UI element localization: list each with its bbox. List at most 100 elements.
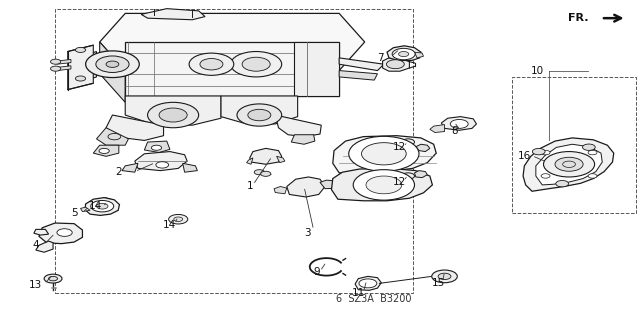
- Text: 6  SZ3A  B3200: 6 SZ3A B3200: [336, 294, 412, 304]
- Bar: [511, 77, 636, 213]
- Circle shape: [152, 145, 162, 150]
- Polygon shape: [122, 163, 138, 172]
- Polygon shape: [250, 148, 282, 164]
- Polygon shape: [85, 197, 120, 215]
- Polygon shape: [523, 138, 614, 191]
- Circle shape: [230, 51, 282, 77]
- Circle shape: [91, 200, 114, 212]
- Circle shape: [97, 203, 108, 209]
- Text: 3: 3: [304, 227, 310, 238]
- Polygon shape: [221, 96, 298, 124]
- Text: 14: 14: [88, 201, 102, 211]
- Polygon shape: [415, 52, 424, 58]
- Text: FR.: FR.: [568, 13, 588, 23]
- Circle shape: [237, 104, 282, 126]
- Polygon shape: [320, 180, 344, 189]
- Text: 2: 2: [116, 167, 122, 177]
- Text: 12: 12: [393, 177, 406, 187]
- Circle shape: [399, 51, 409, 56]
- Circle shape: [159, 108, 187, 122]
- Text: 10: 10: [531, 66, 544, 76]
- Circle shape: [260, 171, 271, 176]
- Polygon shape: [246, 158, 253, 164]
- Polygon shape: [100, 13, 365, 70]
- Circle shape: [541, 174, 550, 178]
- Circle shape: [451, 120, 468, 128]
- Polygon shape: [332, 168, 433, 201]
- Bar: [55, 9, 413, 293]
- Text: 11: 11: [352, 288, 365, 298]
- Circle shape: [86, 51, 140, 78]
- Circle shape: [556, 181, 568, 187]
- Polygon shape: [276, 156, 285, 163]
- Circle shape: [76, 76, 86, 81]
- Text: 4: 4: [33, 240, 39, 250]
- Text: 16: 16: [518, 151, 531, 161]
- Circle shape: [108, 133, 121, 140]
- Circle shape: [541, 150, 550, 155]
- Circle shape: [254, 170, 264, 175]
- Circle shape: [392, 48, 415, 60]
- Polygon shape: [339, 58, 384, 70]
- Text: 14: 14: [163, 219, 177, 230]
- Polygon shape: [536, 144, 602, 185]
- Circle shape: [588, 174, 597, 178]
- Polygon shape: [442, 117, 476, 130]
- Polygon shape: [100, 42, 125, 102]
- Circle shape: [362, 143, 406, 165]
- Polygon shape: [135, 152, 187, 171]
- Circle shape: [169, 214, 188, 224]
- Text: 1: 1: [246, 182, 253, 191]
- Text: 9: 9: [314, 267, 320, 277]
- Polygon shape: [294, 42, 339, 96]
- Text: 12: 12: [393, 142, 406, 152]
- Polygon shape: [355, 276, 381, 290]
- Polygon shape: [81, 207, 90, 211]
- Circle shape: [438, 273, 451, 279]
- Circle shape: [366, 176, 402, 194]
- Polygon shape: [57, 66, 71, 70]
- Circle shape: [432, 270, 458, 283]
- Text: 8: 8: [451, 126, 458, 136]
- Circle shape: [96, 56, 129, 72]
- Circle shape: [51, 59, 61, 64]
- Circle shape: [106, 61, 119, 67]
- Polygon shape: [125, 42, 339, 96]
- Circle shape: [156, 162, 169, 168]
- Circle shape: [555, 157, 583, 171]
- Circle shape: [242, 57, 270, 71]
- Polygon shape: [34, 229, 49, 235]
- Circle shape: [359, 279, 377, 288]
- Polygon shape: [333, 136, 436, 173]
- Polygon shape: [415, 171, 428, 178]
- Polygon shape: [145, 141, 170, 152]
- Polygon shape: [291, 135, 315, 144]
- Polygon shape: [275, 115, 321, 137]
- Circle shape: [543, 152, 595, 177]
- Circle shape: [588, 150, 597, 155]
- Polygon shape: [93, 145, 119, 156]
- Polygon shape: [287, 177, 325, 197]
- Circle shape: [189, 53, 234, 75]
- Circle shape: [563, 161, 575, 167]
- Text: 7: 7: [378, 53, 384, 63]
- Polygon shape: [125, 96, 221, 125]
- Circle shape: [349, 136, 419, 171]
- Circle shape: [49, 276, 58, 281]
- Circle shape: [387, 60, 404, 69]
- Circle shape: [402, 173, 415, 179]
- Circle shape: [148, 102, 198, 128]
- Polygon shape: [383, 58, 410, 71]
- Circle shape: [57, 229, 72, 236]
- Circle shape: [76, 48, 86, 52]
- Circle shape: [532, 148, 545, 155]
- Circle shape: [248, 109, 271, 121]
- Circle shape: [99, 148, 109, 153]
- Polygon shape: [68, 45, 93, 90]
- Polygon shape: [387, 46, 421, 60]
- Polygon shape: [57, 59, 71, 64]
- Polygon shape: [39, 223, 83, 244]
- Text: 15: 15: [431, 278, 445, 288]
- Polygon shape: [182, 163, 197, 172]
- Circle shape: [200, 58, 223, 70]
